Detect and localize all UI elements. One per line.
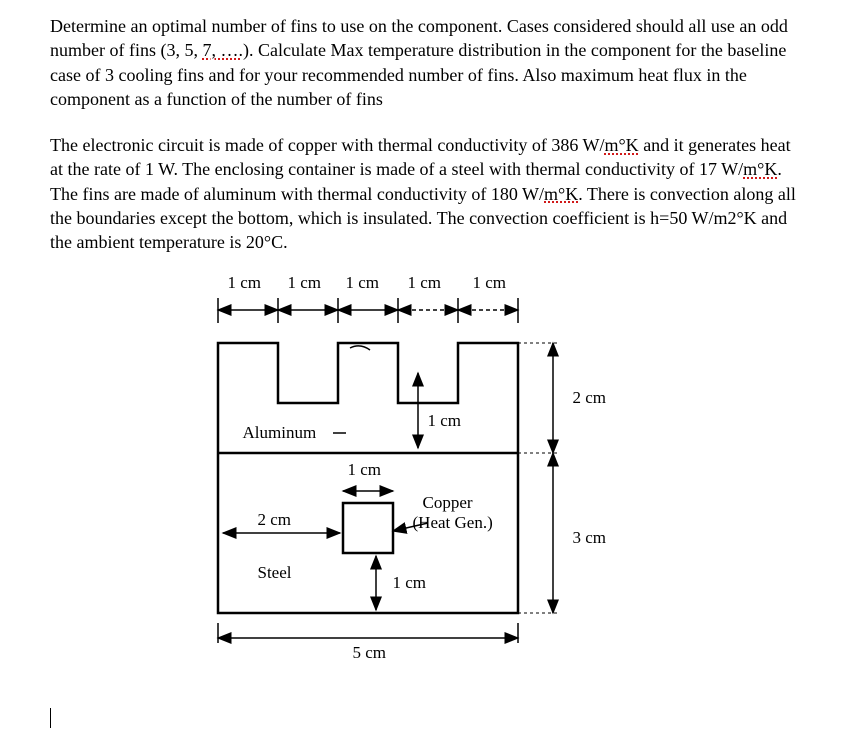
dim-top-1: 1 cm: [228, 273, 262, 293]
dim-top-2: 1 cm: [288, 273, 322, 293]
label-copper: Copper: [423, 493, 473, 513]
geometry-diagram: 1 cm 1 cm 1 cm 1 cm 1 cm 2 cm 3 cm Alumi…: [198, 273, 658, 673]
unit-mk-3: m°K: [544, 184, 578, 204]
problem-paragraph-1: Determine an optimal number of fins to u…: [50, 14, 805, 111]
unit-mk-1: m°K: [604, 135, 638, 155]
dim-cu-width-1cm: 1 cm: [348, 460, 382, 480]
dim-left-2cm: 2 cm: [258, 510, 292, 530]
dim-top-5: 1 cm: [473, 273, 507, 293]
dim-right-2cm: 2 cm: [573, 388, 607, 408]
dim-top-3: 1 cm: [346, 273, 380, 293]
p2a: The electronic circuit is made of copper…: [50, 135, 604, 155]
problem-paragraph-2: The electronic circuit is made of copper…: [50, 133, 805, 254]
label-steel: Steel: [258, 563, 292, 583]
dim-bottom-1cm: 1 cm: [393, 573, 427, 593]
label-heatgen: (Heat Gen.): [413, 513, 493, 533]
diagram-svg: [198, 273, 658, 673]
dim-width-5cm: 5 cm: [353, 643, 387, 663]
dim-fin-1cm: 1 cm: [428, 411, 462, 431]
label-aluminum: Aluminum: [243, 423, 317, 443]
dim-top-4: 1 cm: [408, 273, 442, 293]
text-cursor: [50, 708, 51, 728]
unit-mk-2: m°K: [743, 159, 777, 179]
dim-right-3cm: 3 cm: [573, 528, 607, 548]
p1-under: 7, ….: [202, 40, 243, 60]
